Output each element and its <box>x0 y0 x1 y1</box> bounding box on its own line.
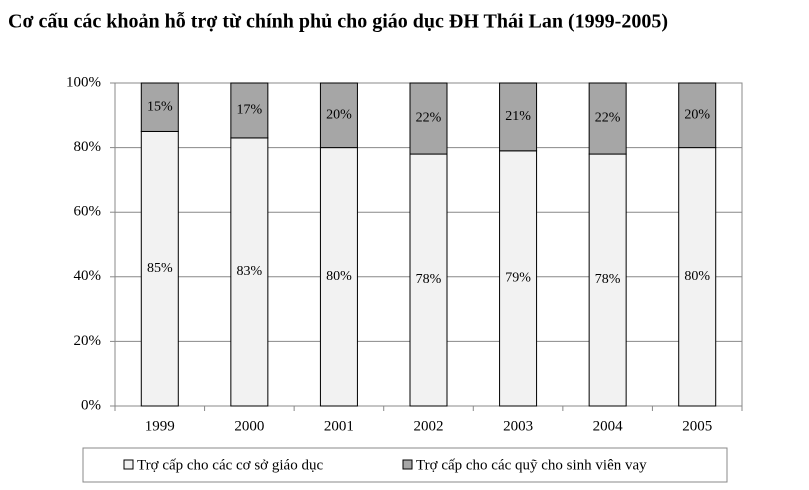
legend-swatch <box>402 459 413 470</box>
x-tick-label: 2004 <box>593 418 624 434</box>
bar-segment <box>140 130 179 407</box>
x-tick-label: 2005 <box>682 418 712 434</box>
x-tick-label: 1999 <box>145 418 175 434</box>
x-tick-label: 2001 <box>324 418 354 434</box>
bar-segment <box>319 82 358 149</box>
bar-segment <box>230 137 269 407</box>
y-tick-label: 80% <box>74 139 102 155</box>
data-label: 17% <box>237 103 263 118</box>
data-label: 20% <box>326 108 352 123</box>
data-label: 22% <box>595 111 621 126</box>
data-label: 22% <box>416 111 442 126</box>
x-tick-label: 2002 <box>414 418 444 434</box>
bar-segment <box>409 82 448 155</box>
bar-segment <box>499 150 538 407</box>
data-label: 21% <box>505 109 531 124</box>
x-tick-label: 2003 <box>503 418 533 434</box>
bar-segment <box>319 147 358 407</box>
legend-label: Trợ cấp cho các cơ sở giáo dục <box>137 457 323 473</box>
bar-segment <box>499 82 538 152</box>
data-label: 80% <box>326 269 352 284</box>
data-label: 83% <box>237 264 263 279</box>
data-label: 79% <box>505 271 531 286</box>
bar-segment <box>230 82 269 139</box>
data-label: 20% <box>684 108 710 123</box>
data-label: 78% <box>416 272 442 287</box>
bar-segment <box>588 82 627 155</box>
legend-swatch <box>123 459 134 470</box>
legend-label: Trợ cấp cho các quỹ cho sinh viên vay <box>416 457 647 473</box>
data-label: 78% <box>595 272 621 287</box>
y-tick-label: 100% <box>66 74 101 90</box>
data-label: 15% <box>147 99 173 114</box>
bar-segment <box>678 147 717 407</box>
bar-segment <box>140 82 179 132</box>
y-tick-label: 40% <box>74 268 102 284</box>
x-tick-label: 2000 <box>234 418 264 434</box>
data-label: 85% <box>147 261 173 276</box>
bar-segment <box>678 82 717 149</box>
chart-title: Cơ cấu các khoản hỗ trợ từ chính phủ cho… <box>8 11 668 33</box>
data-label: 80% <box>684 269 710 284</box>
y-tick-label: 0% <box>81 397 101 413</box>
bar-segment <box>409 153 448 407</box>
bar-segment <box>588 153 627 407</box>
y-tick-label: 60% <box>74 204 102 220</box>
y-tick-label: 20% <box>74 333 102 349</box>
